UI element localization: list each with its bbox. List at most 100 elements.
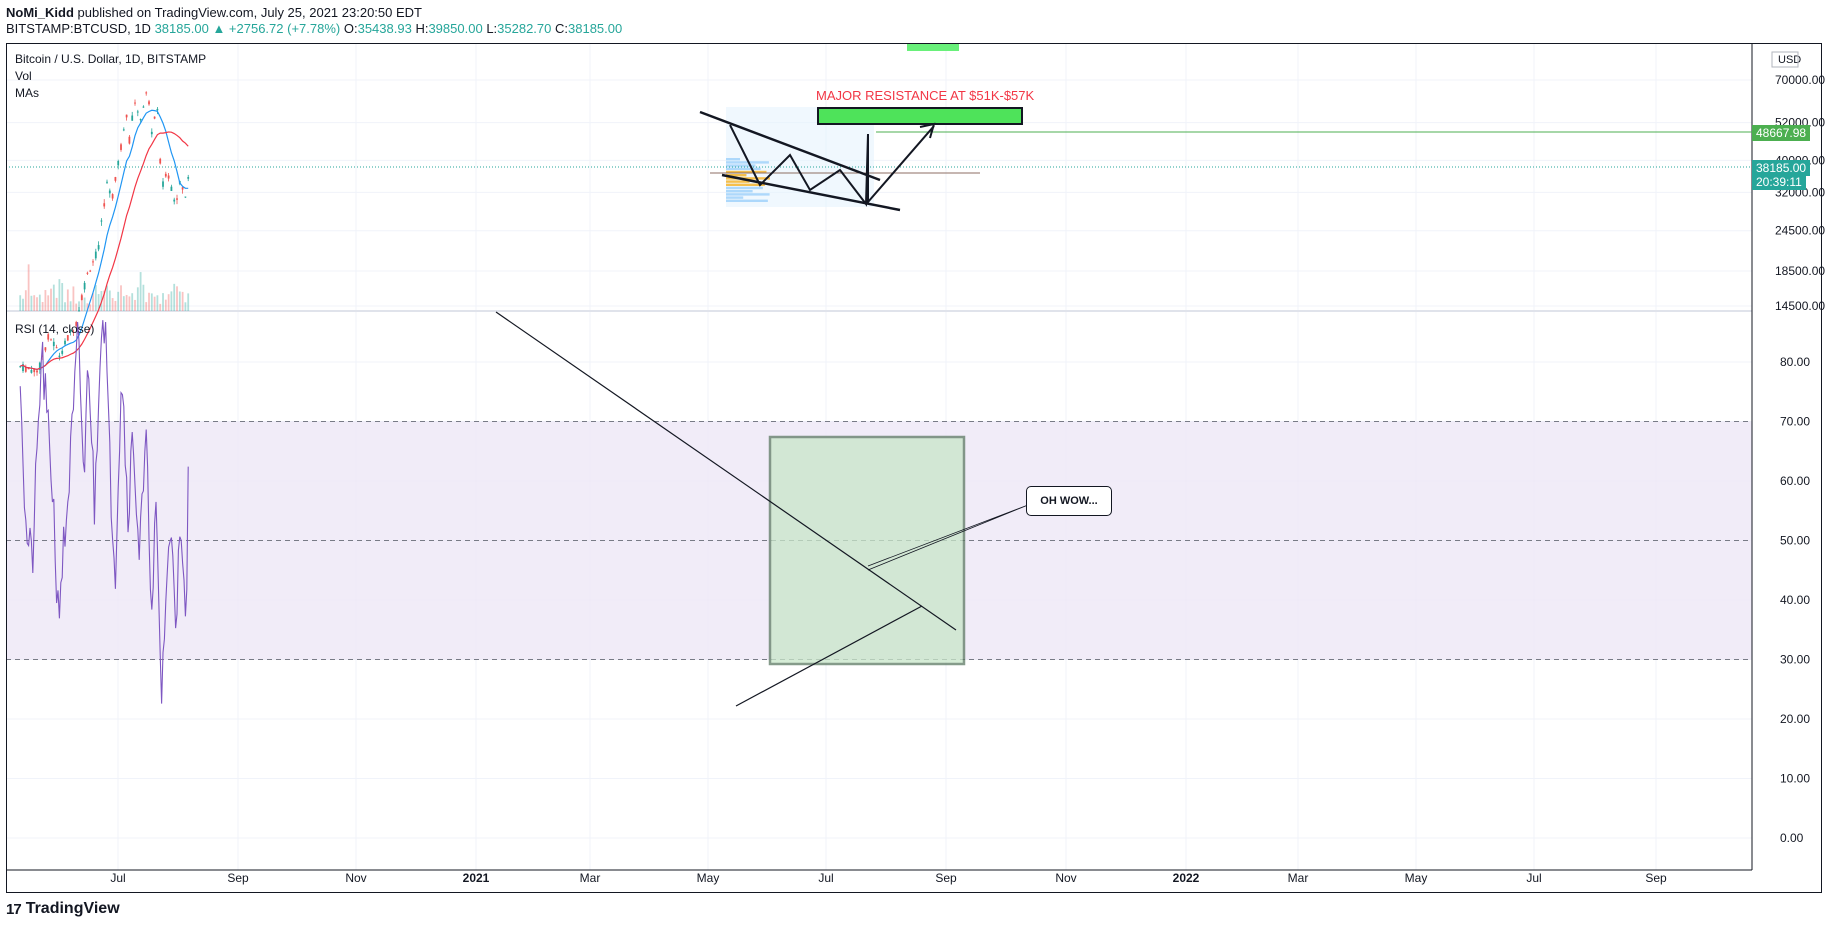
candle-body (117, 160, 120, 166)
candle-body (167, 175, 170, 179)
volume-profile-row (726, 193, 770, 196)
candle-body (30, 369, 33, 373)
rsi-tick-label: 30.00 (1780, 653, 1810, 667)
candle-body (92, 261, 94, 263)
symbol-legend[interactable]: Bitcoin / U.S. Dollar, 1D, BITSTAMP (15, 52, 207, 66)
tradingview-logo[interactable]: 17 TradingView (6, 900, 120, 918)
volume-bar (178, 291, 181, 311)
candle-body (36, 370, 38, 373)
volume-bar (111, 298, 114, 311)
candle-body (128, 136, 131, 144)
volume-bar (24, 290, 27, 311)
candle-body (19, 366, 22, 368)
currency-label: USD (1778, 54, 1801, 66)
candle-body (136, 111, 139, 113)
volume-bar (69, 301, 72, 311)
volume-profile-row (726, 158, 740, 161)
chart-frame (6, 43, 1822, 893)
mas-legend[interactable]: MAs (15, 86, 39, 100)
low-label: L: (486, 21, 498, 36)
candle-body (120, 144, 122, 150)
volume-bar (83, 297, 86, 311)
candle-body (52, 341, 55, 347)
currency-box (1771, 51, 1799, 68)
volume-bar (128, 296, 131, 311)
candle-body (153, 116, 156, 119)
candle-body (44, 347, 47, 351)
candle-body (114, 177, 117, 181)
candle-body (159, 158, 162, 164)
candle-body (156, 108, 159, 111)
volume-profile-row (726, 174, 747, 177)
publish-info: NoMi_Kidd published on TradingView.com, … (6, 5, 422, 20)
open-value: 35438.93 (357, 21, 412, 36)
candle-body (173, 199, 176, 202)
wedge-lower-line (721, 173, 901, 212)
rsi-legend[interactable]: RSI (14, close) (15, 322, 95, 336)
volume-bar (167, 294, 170, 311)
candle-body (134, 102, 136, 104)
wedge-zigzag (729, 124, 935, 207)
rsi-tick-label: 80.00 (1780, 355, 1810, 369)
volume-bar (78, 301, 80, 311)
candle-body (72, 331, 75, 333)
candle-body (142, 106, 145, 108)
time-tick-label: Sep (1645, 871, 1667, 885)
candle-body (47, 334, 50, 340)
rsi-tick-label: 40.00 (1780, 593, 1810, 607)
volume-bar (187, 293, 190, 311)
time-tick-label: Jul (818, 871, 833, 885)
candle-body (75, 322, 78, 326)
rsi-tick-label: 10.00 (1780, 772, 1810, 786)
ma-slow-line (20, 131, 189, 370)
publish-meta: published on TradingView.com, July 25, 2… (73, 5, 422, 20)
volume-bar (122, 296, 125, 311)
vol-legend[interactable]: Vol (15, 69, 32, 83)
candle-body (176, 198, 178, 200)
volume-bar (181, 291, 184, 311)
high-label: H: (415, 21, 429, 36)
volume-bar (86, 303, 89, 311)
rsi-line (19, 320, 189, 704)
candle-body (66, 335, 69, 341)
oh-wow-callout[interactable]: OH WOW... (1026, 486, 1112, 516)
candle-body (64, 340, 66, 345)
candle-body (61, 350, 64, 354)
volume-bar (134, 299, 136, 311)
volume-bar (159, 303, 162, 311)
volume-profile-row (726, 164, 756, 167)
time-tick-label: 2021 (463, 871, 490, 885)
rsi-highlight-box (768, 435, 966, 666)
candle-body (100, 220, 103, 222)
candle-body (78, 310, 80, 312)
wedge-upper-line (699, 110, 881, 182)
resistance-label: MAJOR RESISTANCE AT $51K-$57K (816, 88, 1035, 103)
volume-profile-row (726, 177, 770, 180)
candle-body (139, 119, 142, 121)
time-tick-label: Nov (1055, 871, 1076, 885)
resistance-box (817, 107, 1023, 125)
candle-body (162, 181, 164, 187)
volume-bar (103, 290, 106, 311)
close-value: 38185.00 (568, 21, 623, 36)
tv-logo-icon: 17 (6, 900, 22, 918)
candle-body (86, 272, 89, 274)
volume-bar (184, 302, 187, 311)
volume-bar (142, 284, 145, 311)
candle-series (19, 91, 190, 377)
volume-bar (125, 294, 128, 311)
time-tick-label: Sep (935, 871, 957, 885)
volume-bar (33, 295, 36, 311)
volume-bar (176, 286, 178, 311)
price-tick-label: 14500.00 (1775, 299, 1825, 313)
volume-bar (114, 300, 117, 311)
author-name[interactable]: NoMi_Kidd (6, 5, 74, 20)
volume-bar (162, 293, 164, 311)
volume-profile-row (726, 190, 753, 193)
price-tick-label: 70000.00 (1775, 73, 1825, 87)
time-tick-label: Mar (580, 871, 601, 885)
volume-bar (131, 293, 134, 311)
volume-series (19, 264, 190, 311)
time-tick-label: Sep (227, 871, 249, 885)
